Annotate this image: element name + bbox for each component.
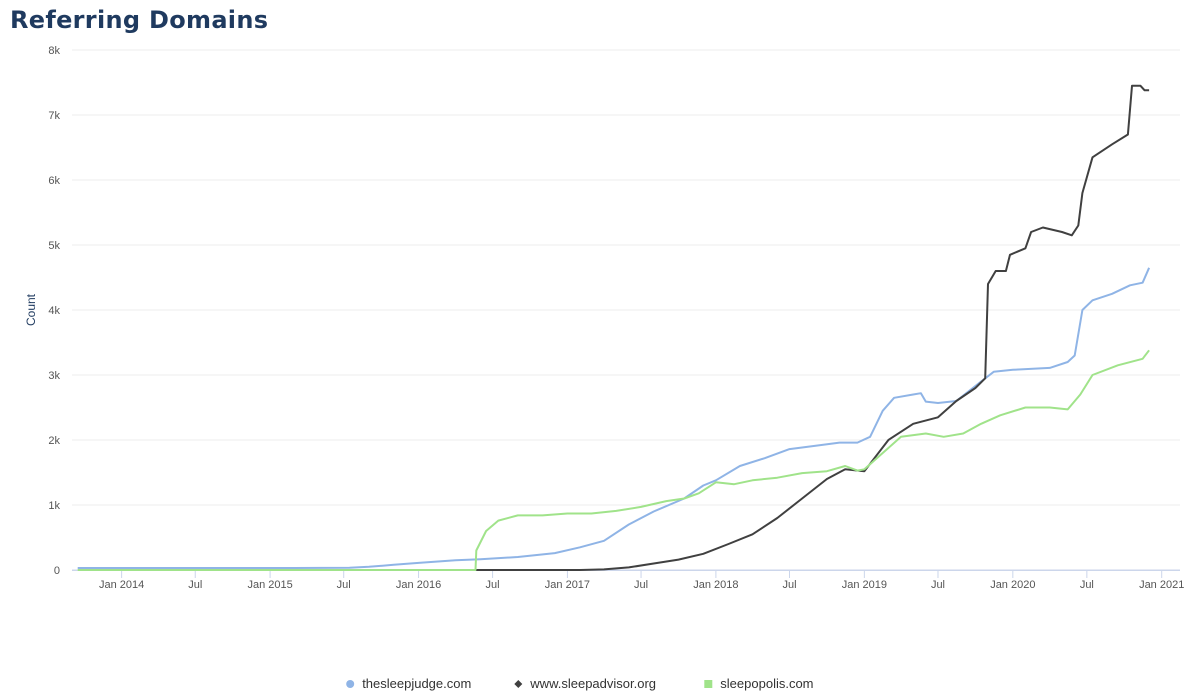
y-tick-label: 6k [48, 175, 60, 187]
legend-marker-circle [346, 680, 355, 688]
legend-item-2[interactable]: www.sleepadvisor.org [514, 676, 656, 691]
x-tick-label: Jan 2017 [545, 579, 590, 591]
series-layer [77, 84, 1151, 571]
x-tick-label: Jul [782, 579, 796, 591]
axis-layer: 0 1k 2k 3k 4k 5k 6k 7k 8k Jan 2014 Jul Jan 2015 Jul J… [48, 45, 1184, 591]
y-axis-label: Count [24, 293, 38, 326]
x-tick-label: Jul [931, 579, 945, 591]
x-tick-label: Jan 2020 [990, 579, 1035, 591]
legend-marker-diamond [514, 680, 523, 688]
legend-label: sleepopolis.com [720, 676, 813, 691]
legend-label: thesleepjudge.com [362, 676, 471, 691]
chart-title: Referring Domains [10, 6, 269, 34]
x-tick-label: Jul [337, 579, 351, 591]
y-tick-label: 4k [48, 305, 60, 317]
x-tick-label: Jul [486, 579, 500, 591]
x-tick-label: Jan 2021 [1139, 579, 1184, 591]
y-tick-label: 2k [48, 435, 60, 447]
series-line-3 [77, 349, 1150, 571]
x-tick-label: Jan 2014 [99, 579, 144, 591]
y-tick-label: 8k [48, 45, 60, 57]
y-tick-label: 0 [54, 565, 60, 577]
y-tick-label: 5k [48, 240, 60, 252]
y-tick-label: 3k [48, 370, 60, 382]
y-tick-label: 1k [48, 500, 60, 512]
x-tick-label: Jul [188, 579, 202, 591]
y-tick-label: 7k [48, 110, 60, 122]
series-line-1 [77, 267, 1151, 569]
x-tick-label: Jan 2018 [693, 579, 738, 591]
legend-item-3[interactable]: sleepopolis.com [704, 676, 814, 691]
x-tick-label: Jul [1080, 579, 1094, 591]
x-tick-label: Jan 2015 [247, 579, 292, 591]
legend-marker-square [704, 680, 713, 688]
x-tick-label: Jul [634, 579, 648, 591]
series-line-2 [475, 84, 1150, 571]
x-tick-label: Jan 2019 [842, 579, 887, 591]
x-tick-label: Jan 2016 [396, 579, 441, 591]
legend-label: www.sleepadvisor.org [529, 676, 656, 691]
legend-item-1[interactable]: thesleepjudge.com [346, 676, 471, 691]
grid-layer [72, 49, 1180, 571]
legend: thesleepjudge.com www.sleepadvisor.org sle… [346, 676, 814, 691]
